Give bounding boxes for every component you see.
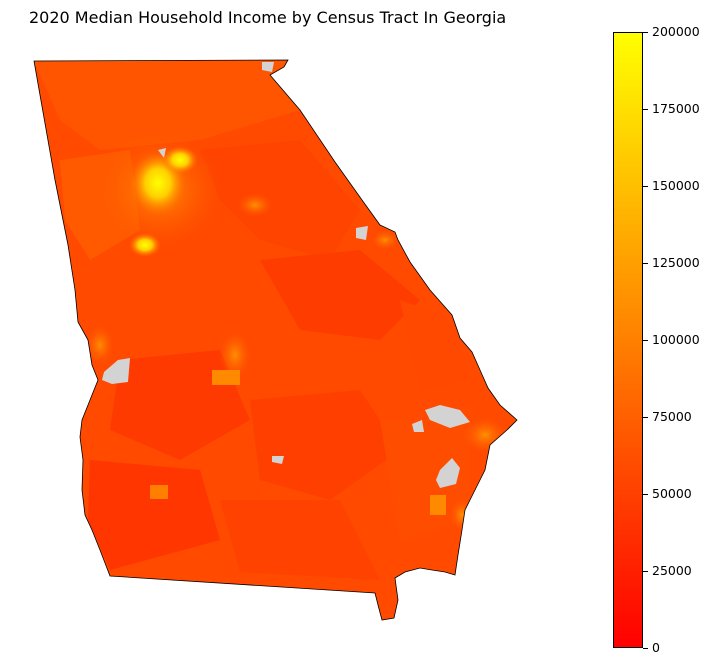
colorbar-tick-label: 150000 — [652, 178, 700, 193]
no-data-tract — [158, 148, 166, 158]
warm-tract — [430, 495, 446, 515]
savannah-area — [463, 417, 507, 453]
chart-title: 2020 Median Household Income by Census T… — [29, 8, 507, 27]
colorbar-tick — [643, 263, 648, 264]
tract-region — [88, 460, 220, 570]
north-suburbs — [162, 146, 198, 174]
tract-region — [220, 500, 380, 580]
georgia-map — [33, 59, 518, 621]
colorbar-tick — [643, 109, 648, 110]
colorbar-tick-label: 125000 — [652, 255, 700, 270]
warm-tract — [150, 485, 168, 499]
colorbar-tick-label: 50000 — [652, 486, 692, 501]
tract-region — [200, 140, 360, 260]
colorbar — [613, 32, 643, 648]
macon-area — [219, 331, 251, 379]
colorbar-tick-label: 200000 — [652, 24, 700, 39]
no-data-tract — [262, 62, 274, 72]
south-metro — [129, 233, 161, 257]
colorbar-tick-label: 175000 — [652, 101, 700, 116]
colorbar-tick — [643, 32, 648, 33]
tract-region — [34, 60, 300, 150]
colorbar-tick — [643, 494, 648, 495]
brunswick-area — [450, 499, 474, 531]
state-boundary — [33, 59, 518, 621]
no-data-tract — [425, 405, 470, 428]
colorbar-tick — [643, 571, 648, 572]
no-data-tract — [356, 226, 368, 240]
colorbar-tick-label: 0 — [652, 640, 660, 655]
colorbar-tick — [643, 186, 648, 187]
warm-tract — [212, 370, 240, 385]
tracts-layer — [34, 60, 517, 620]
tract-region — [250, 390, 400, 500]
no-data-tract — [412, 420, 424, 432]
colorbar-tick — [643, 648, 648, 649]
no-data-tract — [272, 456, 284, 464]
colorbar-tick — [643, 340, 648, 341]
colorbar-tick — [643, 417, 648, 418]
colorbar-tick-label: 25000 — [652, 563, 692, 578]
tract-region — [380, 420, 470, 540]
colorbar-tick-label: 100000 — [652, 332, 700, 347]
tract-region — [260, 250, 420, 340]
athens-area — [237, 193, 273, 217]
tract-region — [400, 300, 470, 390]
augusta-area — [371, 230, 399, 250]
columbus-area — [86, 325, 114, 365]
no-data-tract — [436, 458, 460, 488]
colorbar-tick-label: 75000 — [652, 409, 692, 424]
no-data-tract — [102, 358, 130, 384]
